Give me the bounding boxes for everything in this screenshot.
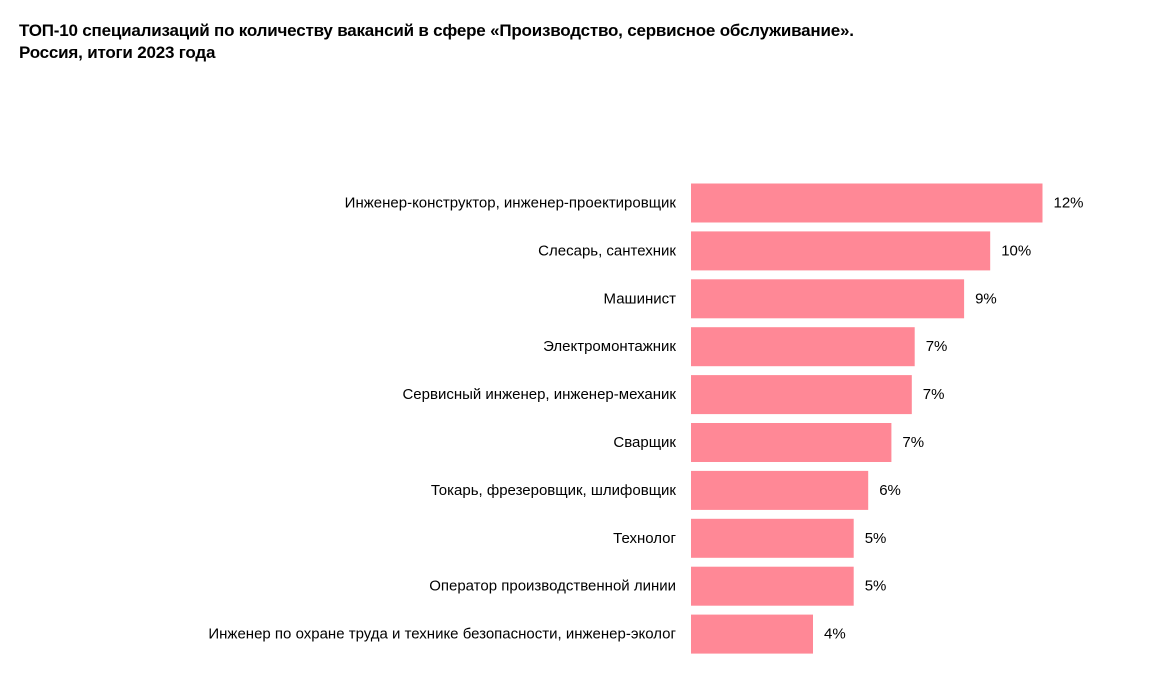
value-label: 7% [923, 386, 945, 403]
value-label: 7% [902, 434, 924, 451]
chart-title: ТОП-10 специализаций по количеству вакан… [19, 21, 854, 62]
category-label: Слесарь, сантехник [538, 242, 676, 259]
bar [691, 183, 1043, 223]
bar [691, 327, 915, 367]
bar [691, 614, 813, 654]
value-label: 4% [824, 626, 846, 643]
value-label: 12% [1054, 195, 1084, 212]
value-label: 9% [975, 290, 997, 307]
bar [691, 423, 892, 462]
category-label: Технолог [613, 530, 676, 547]
bar [691, 279, 965, 319]
bar [691, 470, 869, 510]
category-label: Инженер по охране труда и технике безопа… [208, 626, 676, 643]
category-label: Машинист [604, 290, 677, 307]
bar [691, 566, 854, 606]
category-label: Сварщик [613, 434, 676, 451]
value-label: 5% [865, 578, 887, 595]
bar [691, 231, 991, 271]
value-label: 6% [879, 482, 901, 499]
value-label: 5% [865, 530, 887, 547]
category-label: Токарь, фрезеровщик, шлифовщик [431, 482, 677, 499]
value-label: 7% [926, 338, 948, 355]
category-label: Оператор производственной линии [429, 578, 676, 595]
value-label: 10% [1001, 242, 1031, 259]
bar [691, 518, 854, 558]
category-label: Электромонтажник [543, 338, 676, 355]
category-label: Инженер-конструктор, инженер-проектировщ… [345, 195, 677, 212]
category-label: Сервисный инженер, инженер-механик [402, 386, 676, 403]
bar [691, 375, 912, 415]
